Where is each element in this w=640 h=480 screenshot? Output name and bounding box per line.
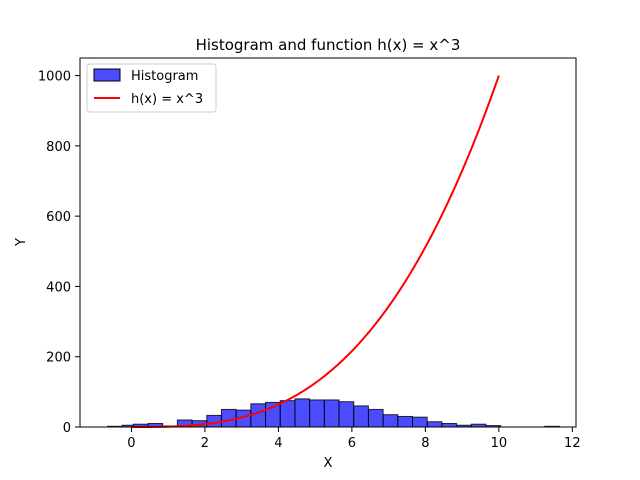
- histogram-bar: [398, 416, 413, 427]
- y-tick-label: 0: [63, 421, 71, 436]
- x-tick-label: 2: [201, 436, 209, 451]
- histogram-bar: [413, 417, 428, 427]
- histogram-bar: [354, 406, 369, 427]
- y-tick-label: 400: [46, 280, 71, 295]
- x-tick-label: 12: [564, 436, 581, 451]
- x-tick-label: 0: [127, 436, 135, 451]
- chart-title: Histogram and function h(x) = x^3: [196, 36, 461, 54]
- y-tick-label: 1000: [38, 70, 71, 85]
- y-tick-label: 800: [46, 140, 71, 155]
- legend-histogram-swatch: [94, 69, 120, 81]
- histogram-bar: [339, 402, 354, 427]
- x-tick-label: 6: [348, 436, 356, 451]
- histogram-bar: [383, 415, 398, 427]
- x-tick-label: 10: [491, 436, 508, 451]
- y-tick-label: 200: [46, 351, 71, 366]
- legend: Histogram h(x) = x^3: [87, 64, 216, 112]
- histogram-bar: [442, 423, 457, 427]
- histogram-bar: [295, 399, 310, 427]
- y-axis-label: Y: [14, 238, 29, 247]
- histogram-bar: [324, 400, 339, 427]
- histogram-bar: [427, 422, 442, 427]
- histogram-bar: [368, 409, 383, 427]
- legend-function-label: h(x) = x^3: [131, 92, 203, 107]
- y-tick-label: 600: [46, 210, 71, 225]
- x-tick-label: 8: [421, 436, 429, 451]
- histogram-bar: [310, 400, 325, 427]
- histogram-bar: [251, 404, 266, 427]
- x-axis-label: X: [324, 456, 333, 471]
- x-tick-label: 4: [274, 436, 282, 451]
- histogram-bar: [221, 409, 236, 427]
- histogram-bar: [280, 401, 295, 427]
- legend-histogram-label: Histogram: [131, 69, 198, 84]
